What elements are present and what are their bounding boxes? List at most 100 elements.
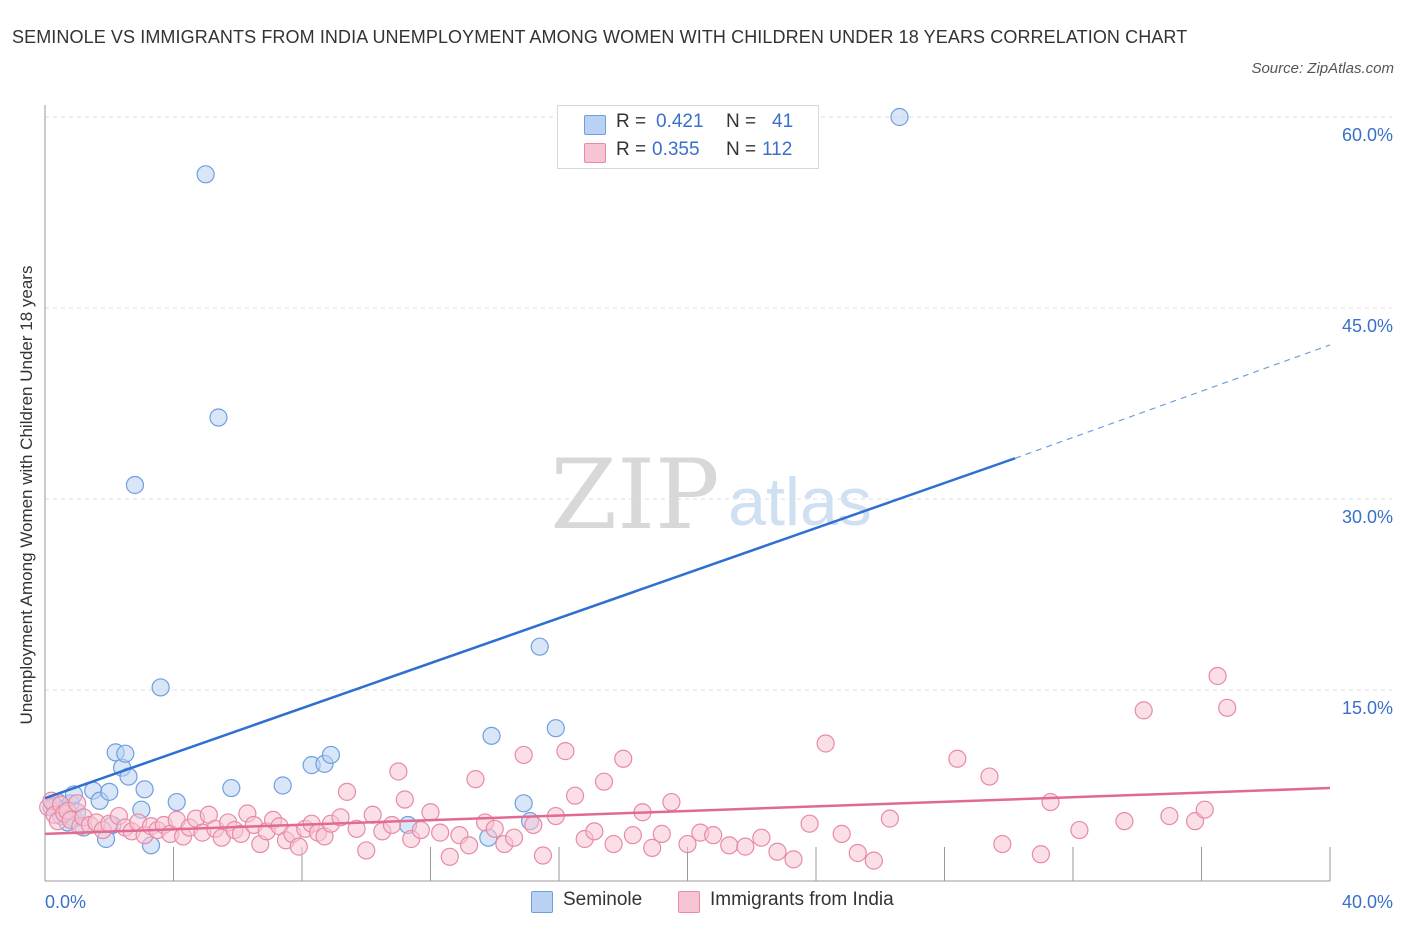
seminole-trend-extension — [1014, 344, 1331, 459]
india-point — [768, 842, 787, 861]
watermark-atlas: atlas — [728, 464, 872, 540]
r-label: R = — [616, 139, 647, 160]
y-tick-label: 60.0% — [1342, 125, 1393, 145]
india-r-value: 0.355 — [652, 139, 700, 160]
india-legend-label: Immigrants from India — [710, 889, 894, 910]
india-point — [652, 824, 671, 843]
x-tick-label-max: 40.0% — [1342, 892, 1393, 912]
india-point — [289, 837, 308, 856]
y-axis-label: Unemployment Among Women with Children U… — [17, 265, 36, 725]
seminole-point — [151, 678, 170, 697]
seminole-point — [890, 107, 909, 127]
india-point — [736, 837, 755, 856]
n-label: N = — [726, 111, 757, 132]
chart-title: SEMINOLE VS IMMIGRANTS FROM INDIA UNEMPL… — [12, 27, 1188, 47]
x-tick-label-min: 0.0% — [45, 892, 86, 912]
india-point — [662, 792, 681, 812]
india-point — [565, 786, 585, 805]
india-n-value: 112 — [762, 139, 793, 160]
india-point — [514, 745, 533, 765]
india-point — [411, 820, 430, 840]
india-point — [421, 803, 440, 822]
seminole-point — [514, 794, 533, 813]
india-point — [848, 843, 867, 863]
india-point — [231, 824, 251, 843]
seminole-point — [546, 719, 565, 738]
seminole-legend-label: Seminole — [563, 889, 643, 910]
correlation-legend: R = 0.421 N = 41 R = 0.355 N = 112 — [557, 105, 819, 169]
india-point — [466, 770, 485, 789]
india-point — [331, 808, 350, 827]
legend-row-seminole: R = 0.421 N = 41 — [584, 111, 814, 139]
india-point — [357, 841, 376, 860]
india-point — [720, 836, 739, 855]
india-point — [431, 823, 450, 842]
seminole-trend-line — [44, 457, 1016, 800]
india-point — [816, 734, 835, 753]
india-point — [389, 762, 408, 781]
india-point — [1195, 800, 1214, 819]
india-point — [395, 790, 414, 809]
india-point — [1115, 812, 1134, 831]
seminole-point — [116, 744, 135, 763]
india-point — [678, 834, 697, 854]
seminole-point — [209, 408, 228, 427]
india-point — [594, 772, 614, 791]
india-point — [585, 822, 604, 841]
seminole-swatch — [584, 115, 606, 135]
india-point — [347, 819, 366, 838]
india-point — [643, 838, 662, 857]
india-point — [485, 819, 504, 838]
seminole-legend-swatch — [531, 891, 553, 913]
india-point — [880, 809, 899, 828]
india-point — [459, 836, 479, 855]
seminole-n-value: 41 — [772, 111, 794, 132]
india-point — [948, 749, 967, 768]
india-point — [1041, 792, 1060, 812]
india-point — [337, 782, 357, 801]
india-point — [1208, 666, 1227, 686]
india-point — [524, 815, 543, 835]
india-point — [1134, 701, 1153, 720]
india-point — [784, 850, 803, 869]
india-point — [980, 767, 999, 786]
india-point — [604, 834, 623, 854]
india-point — [556, 742, 575, 761]
india-point — [440, 847, 459, 866]
y-tick-label: 15.0% — [1342, 698, 1393, 718]
seminole-point — [135, 780, 154, 799]
india-point — [1031, 845, 1050, 864]
legend-row-india: R = 0.355 N = 112 — [584, 139, 814, 167]
seminole-point — [167, 792, 186, 812]
seminole-point — [222, 778, 241, 798]
r-label: R = — [616, 111, 647, 132]
india-point — [800, 814, 819, 833]
y-tick-label: 30.0% — [1342, 507, 1393, 527]
india-point — [504, 828, 524, 847]
india-points — [39, 666, 1237, 870]
india-point — [382, 815, 402, 835]
india-point — [832, 824, 851, 843]
y-tick-label: 45.0% — [1342, 316, 1393, 336]
india-point — [533, 846, 553, 865]
india-point — [752, 828, 771, 847]
india-swatch — [584, 143, 606, 163]
india-point — [1218, 698, 1237, 717]
india-legend-swatch — [678, 891, 700, 913]
seminole-point — [273, 776, 292, 795]
seminole-point — [196, 165, 215, 184]
india-point — [614, 749, 633, 768]
india-point — [864, 851, 883, 870]
seminole-point — [125, 475, 145, 495]
india-point — [704, 826, 723, 845]
india-point — [1160, 806, 1179, 826]
watermark-zip: ZIP — [550, 439, 719, 551]
seminole-point — [482, 726, 501, 745]
source-label: Source: ZipAtlas.com — [1251, 60, 1394, 77]
seminole-point — [530, 637, 549, 656]
india-point — [623, 826, 642, 845]
n-label: N = — [726, 139, 757, 160]
seminole-r-value: 0.421 — [656, 111, 704, 132]
india-trend-line — [44, 786, 1331, 836]
